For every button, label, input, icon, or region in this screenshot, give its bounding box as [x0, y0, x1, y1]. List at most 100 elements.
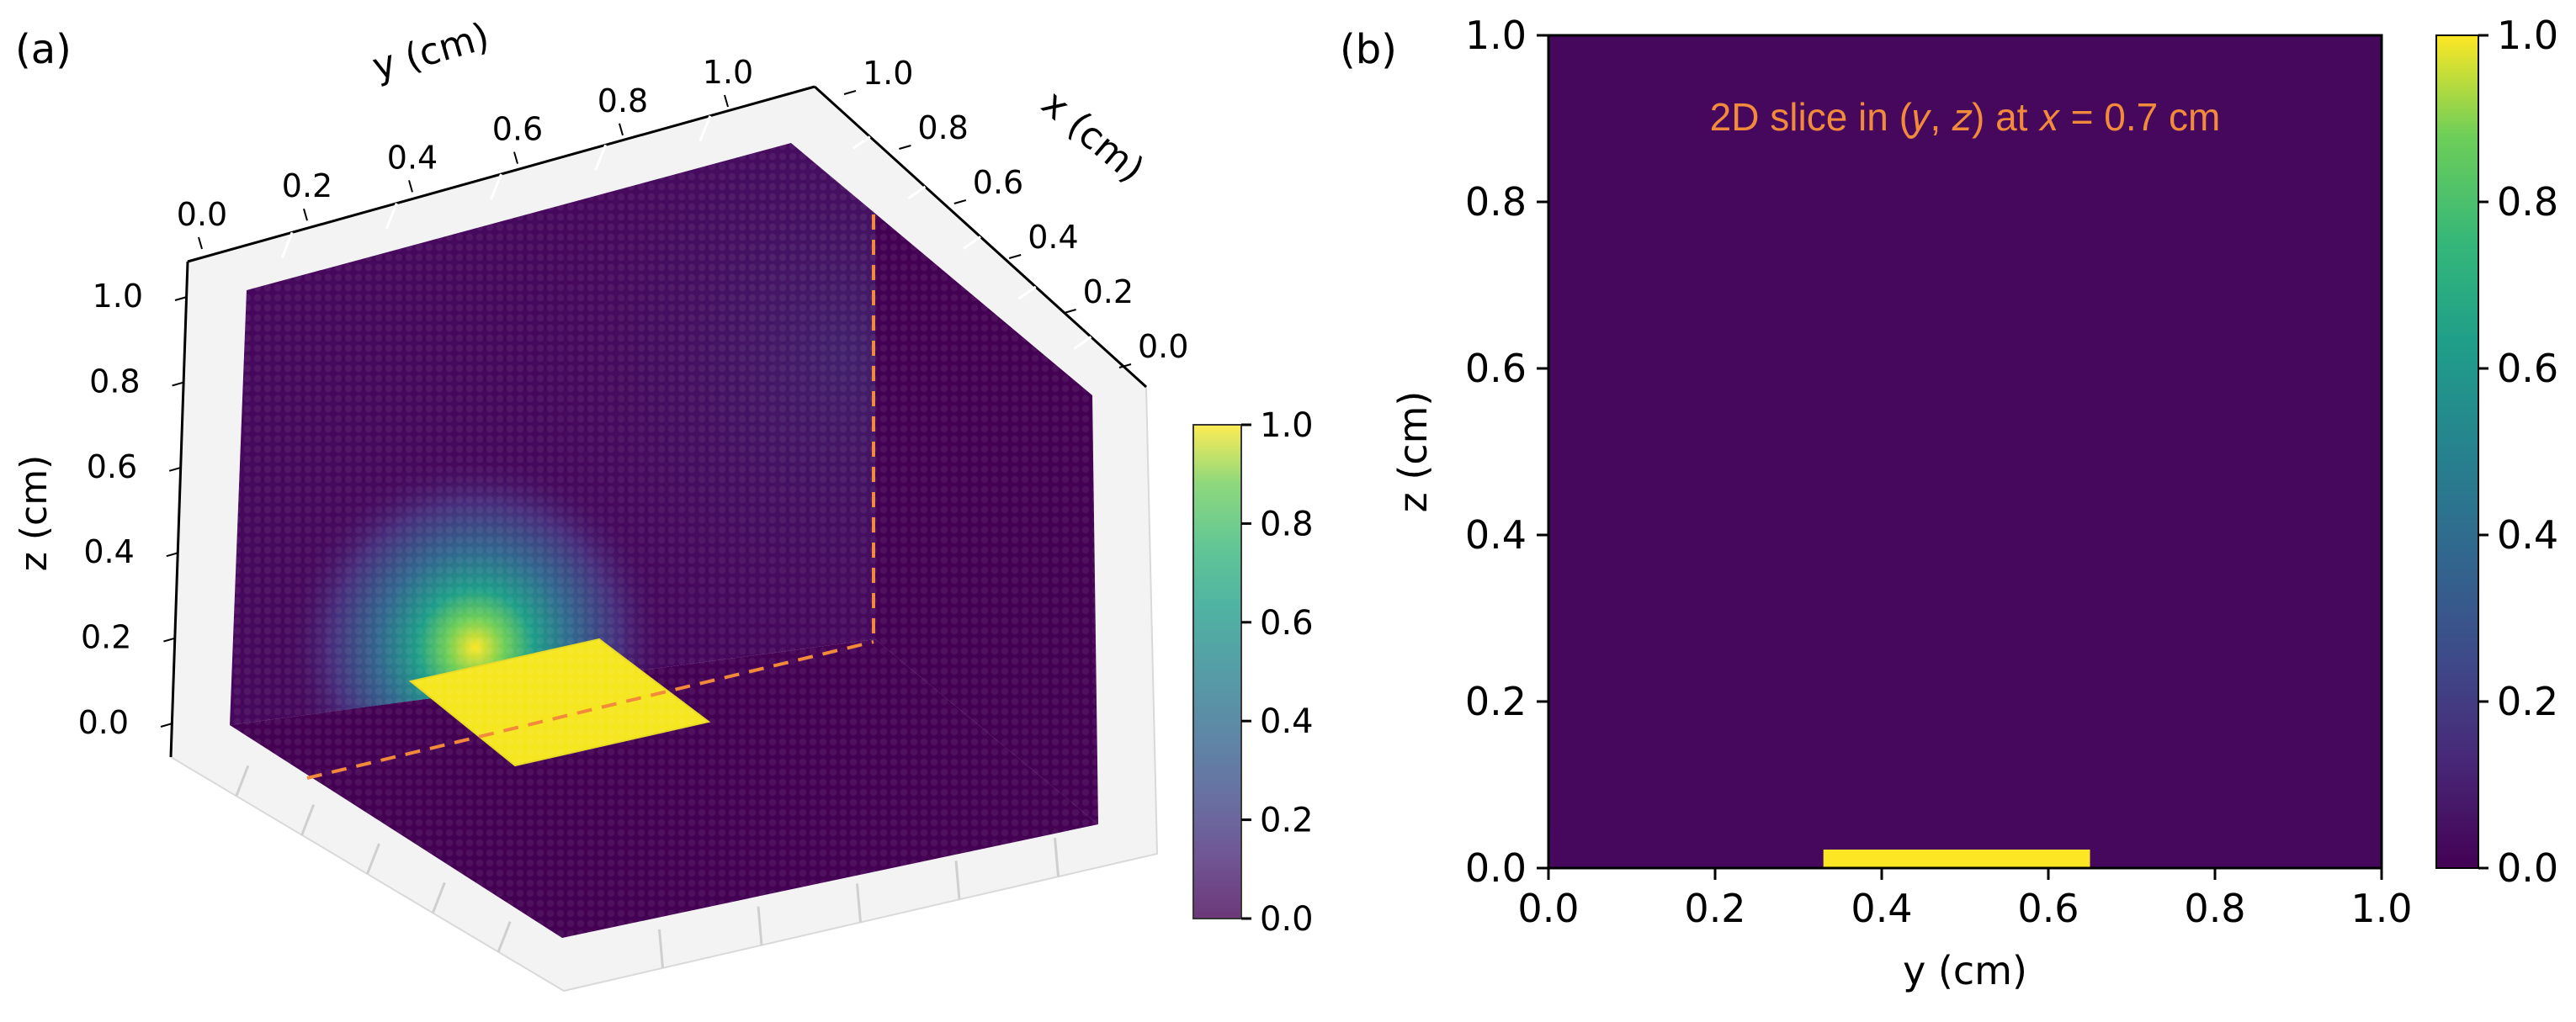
y-tick-label-b: 0.2 — [1465, 679, 1527, 724]
y-tick-label-3d: 1.0 — [703, 54, 753, 91]
colorbar-tick-label: 0.6 — [1260, 604, 1314, 643]
panel-b: (b) 2D slice in (𝑦, 𝑧) at 𝑥 = 0.7 cm 0.0… — [1340, 13, 2558, 993]
y-axis-label-b: z (cm) — [1390, 391, 1436, 513]
x-tick-mark-3d — [843, 90, 857, 95]
x-axis-ticks-b: 0.0 0.2 0.4 0.6 0.8 1.0 — [1517, 868, 2413, 931]
slice-line-floor — [306, 640, 874, 780]
x-tick-mark-3d — [1118, 363, 1132, 368]
colorbar-a: 0.0 0.2 0.4 0.6 0.8 1.0 — [1192, 406, 1314, 939]
colorbar-tick-label: 0.4 — [1260, 702, 1314, 741]
y-axis-ticks-b: 0.0 0.2 0.4 0.6 0.8 1.0 — [1465, 13, 1548, 891]
z-tick-label-3d: 0.4 — [83, 533, 134, 570]
z-tick-mark-3d — [174, 296, 188, 301]
right-wall-dots — [791, 143, 1098, 824]
z-tick-mark-3d — [168, 466, 182, 472]
pane-gridline — [963, 236, 981, 250]
heatmap-b — [1547, 34, 2383, 870]
pane-gridline — [1017, 285, 1037, 300]
x-tick-label-b: 0.2 — [1684, 886, 1745, 931]
z-tick-label-3d: 0.8 — [89, 363, 140, 400]
pane-gridline — [907, 185, 927, 200]
back-wall-dots — [230, 143, 875, 725]
pane-gridline — [490, 173, 502, 200]
x-tick-label-b: 0.8 — [2184, 886, 2245, 931]
y-tick-mark-3d — [513, 151, 518, 164]
colorbar-tick-label: 1.0 — [1260, 406, 1314, 445]
y-tick-label-b: 1.0 — [1465, 13, 1527, 58]
y-tick-label-b: 0.0 — [1465, 845, 1527, 891]
pane-gridline — [300, 804, 316, 836]
heatmap-b-glow — [1548, 35, 2382, 868]
colorbar-a-ticks: 0.0 0.2 0.4 0.6 0.8 1.0 — [1241, 406, 1314, 939]
x-tick-label-3d: 0.6 — [973, 164, 1023, 201]
pane-gridline — [594, 144, 608, 171]
slice-indicator — [306, 214, 875, 780]
x-tick-label-b: 1.0 — [2350, 886, 2412, 931]
colorbar-tick-label: 0.8 — [1260, 505, 1314, 543]
colorbar-tick-label: 0.6 — [2497, 346, 2558, 391]
y-tick-mark-3d — [408, 180, 413, 193]
pane-gridline — [658, 929, 664, 968]
pane-gridline — [1054, 838, 1060, 877]
x-tick-label-b: 0.6 — [2017, 886, 2079, 931]
y-tick-label-3d: 0.6 — [492, 111, 543, 148]
slice-annotation: 2D slice in (𝑦, 𝑧) at 𝑥 = 0.7 cm — [1710, 95, 2221, 139]
colorbar-tick-label: 0.2 — [2497, 679, 2558, 724]
x-tick-label-3d: 0.4 — [1028, 219, 1078, 256]
z-axis-label-3d: z (cm) — [13, 455, 56, 571]
source-patch-2d — [1823, 850, 2090, 868]
pane-gridline — [497, 921, 512, 953]
pane-gridline — [235, 765, 250, 797]
z-tick-mark-3d — [163, 637, 176, 643]
voxel-data — [230, 143, 1098, 938]
y-tick-label-3d: 0.2 — [282, 167, 332, 204]
x-tick-label-3d: 1.0 — [863, 55, 913, 92]
x-tick-label-3d: 0.0 — [1138, 328, 1188, 365]
x-tick-label-b: 0.0 — [1517, 886, 1579, 931]
y-axis-ticks-3d: 0.0 0.2 0.4 0.6 0.8 1.0 — [177, 54, 753, 250]
pane-gridline — [698, 115, 712, 142]
pane-gridline — [366, 843, 380, 875]
x-tick-mark-3d — [1008, 254, 1022, 259]
z-tick-label-3d: 0.0 — [78, 704, 129, 741]
axes3d-gridlines — [235, 115, 1092, 968]
x-tick-mark-3d — [1064, 309, 1076, 314]
pane-gridline — [280, 231, 294, 258]
x-tick-label-3d: 0.8 — [917, 109, 968, 146]
colorbar-b: 0.0 0.2 0.4 0.6 0.8 1.0 — [2435, 13, 2558, 891]
y-tick-mark-3d — [303, 208, 308, 221]
z-axis-ticks-3d: 0.0 0.2 0.4 0.6 0.8 1.0 — [78, 278, 188, 741]
colorbar-b-ticks: 0.0 0.2 0.4 0.6 0.8 1.0 — [2478, 13, 2558, 891]
pane-gridline — [431, 882, 446, 913]
colorbar-a-gradient — [1192, 424, 1242, 919]
y-tick-label-b: 0.4 — [1465, 512, 1527, 558]
colorbar-tick-label: 0.0 — [1260, 900, 1314, 939]
x-axis-ticks-3d: 0.00.20.40.60.81.0 — [843, 55, 1188, 368]
y-tick-label-3d: 0.4 — [387, 139, 438, 176]
pane-gridline — [852, 135, 871, 150]
y-tick-label-3d: 0.8 — [598, 82, 648, 119]
z-tick-label-3d: 0.6 — [87, 448, 137, 485]
panel-b-label: (b) — [1340, 26, 1397, 73]
x-tick-label-b: 0.4 — [1851, 886, 1912, 931]
z-tick-label-3d: 1.0 — [93, 278, 143, 315]
colorbar-tick-label: 0.8 — [2497, 179, 2558, 225]
pane-gridline — [856, 883, 862, 923]
z-tick-mark-3d — [172, 381, 184, 387]
y-tick-mark-3d — [619, 123, 624, 136]
colorbar-tick-label: 0.0 — [2497, 845, 2558, 891]
y-tick-label-3d: 0.0 — [177, 196, 227, 233]
y-tick-label-b: 0.8 — [1465, 179, 1527, 225]
colorbar-tick-label: 0.4 — [2497, 512, 2558, 558]
panel-a: (a) 0.00.20.40.60.81.0 — [13, 15, 1314, 993]
x-tick-mark-3d — [899, 145, 911, 150]
colorbar-tick-label: 1.0 — [2497, 13, 2558, 58]
panel-a-label: (a) — [15, 26, 72, 73]
pane-gridline — [385, 203, 398, 230]
pane-edge-z — [169, 261, 189, 758]
pane-gridline — [757, 906, 763, 945]
z-tick-label-3d: 0.2 — [81, 619, 131, 656]
pane-gridline — [954, 860, 961, 900]
x-tick-label-3d: 0.2 — [1083, 273, 1134, 310]
